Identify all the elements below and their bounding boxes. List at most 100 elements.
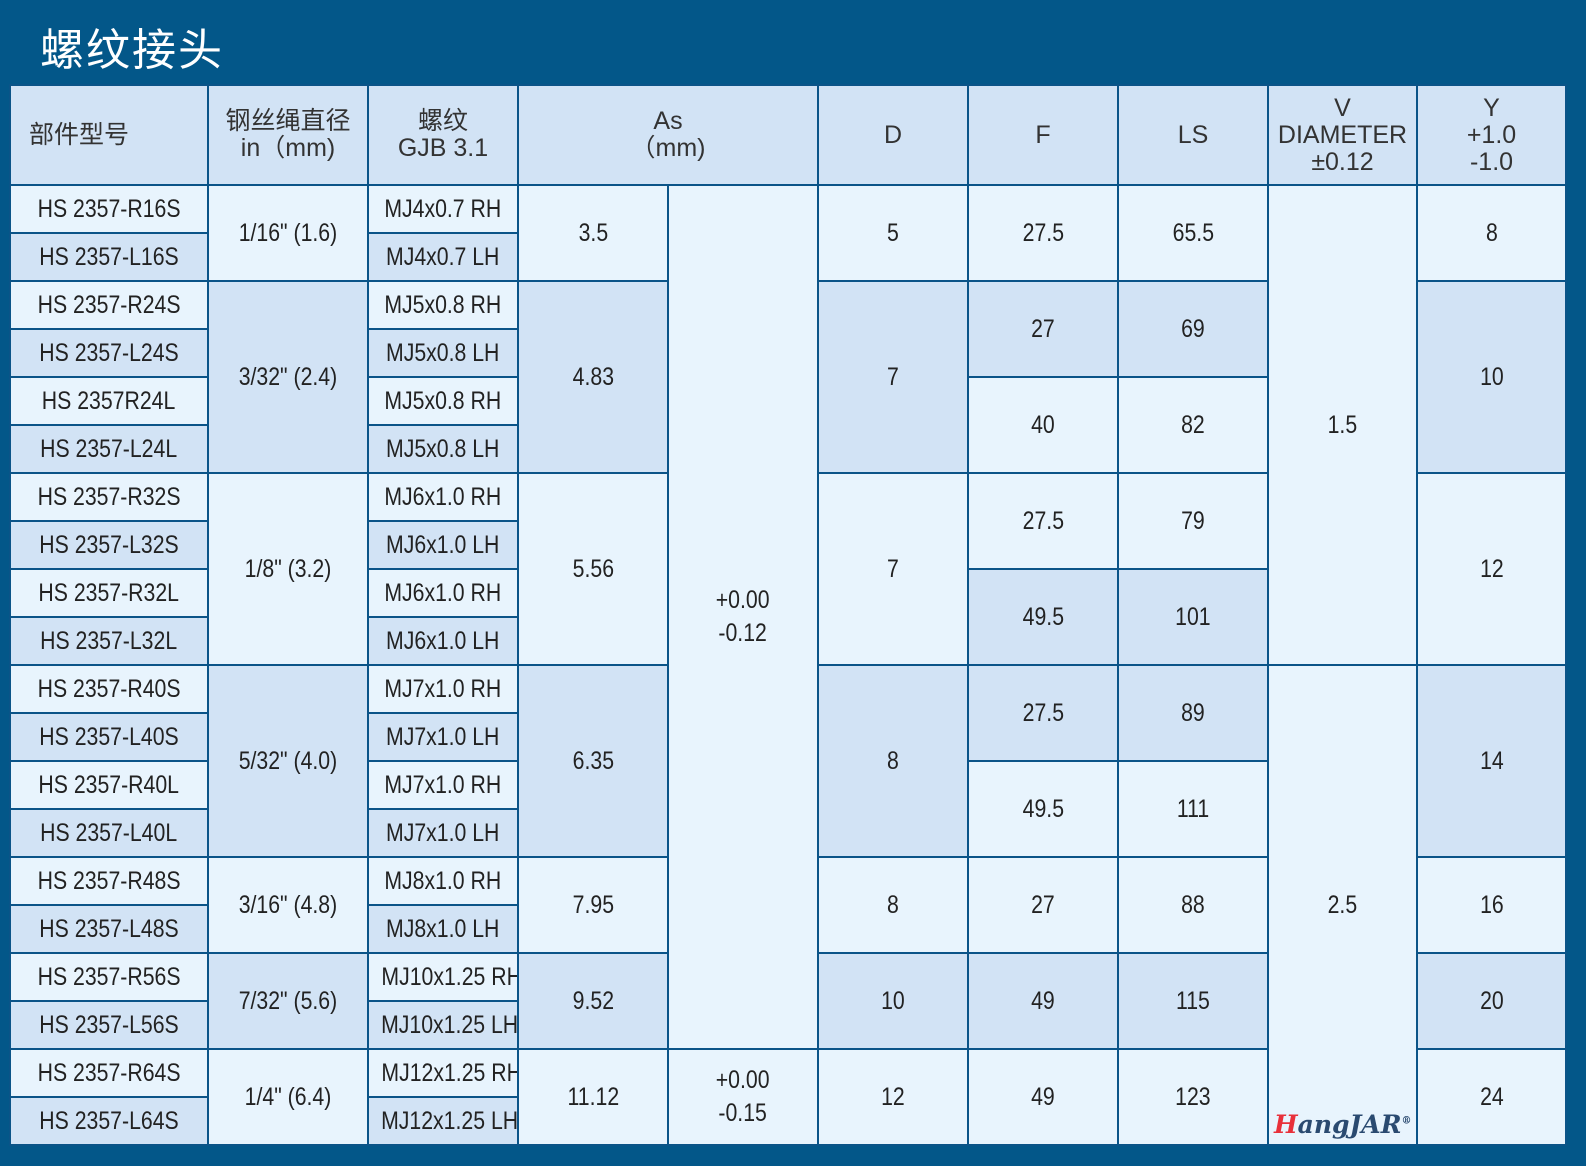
thread-cell-text: MJ6x1.0 LH: [386, 626, 500, 655]
v-diameter-cell-text: 2.5: [1327, 890, 1358, 919]
hangjar-logo: HangJAR®: [1274, 1110, 1412, 1139]
f-cell-text: 27: [1031, 890, 1055, 919]
y-cell-text: 8: [1485, 218, 1498, 247]
part-number-cell-text: HS 2357-L24S: [39, 338, 179, 367]
thread-cell: MJ6x1.0 LH: [367, 616, 519, 666]
thread-cell-text: MJ5x0.8 RH: [384, 386, 502, 415]
thread-cell-text: MJ10x1.25 LH: [381, 1010, 518, 1039]
part-number-cell: HS 2357-R40L: [9, 760, 209, 810]
y-cell: 10: [1416, 280, 1568, 474]
f-cell-text: 49: [1031, 986, 1055, 1015]
f-cell: 49.5: [967, 568, 1120, 666]
ls-cell: 79: [1117, 472, 1270, 570]
thread-cell-text: MJ8x1.0 RH: [384, 866, 502, 895]
wire-rope-diameter-cell: 3/16" (4.8): [207, 856, 369, 954]
part-number-cell-text: HS 2357-L48S: [39, 914, 179, 943]
ls-cell-text: 88: [1181, 890, 1205, 919]
thread-cell: MJ5x0.8 RH: [367, 280, 519, 330]
as-cell: 4.83: [517, 280, 669, 474]
header-part-number: 部件型号: [9, 84, 209, 186]
thread-cell-text: MJ6x1.0 RH: [384, 578, 502, 607]
as-cell-text: 11.12: [567, 1082, 619, 1111]
f-cell-text: 40: [1031, 410, 1055, 439]
thread-cell: MJ7x1.0 LH: [367, 808, 519, 858]
d-cell-text: 7: [887, 554, 899, 583]
v-diameter-cell: 1.5: [1267, 184, 1419, 666]
table-row: HS 2357-L24L MJ5x0.8 LH: [9, 424, 1566, 474]
page-title: 螺纹接头: [40, 25, 224, 76]
part-number-cell-text: HS 2357-R56S: [37, 962, 181, 991]
header-wire-rope-diameter: 钢丝绳直径 in（mm): [207, 84, 369, 186]
thread-cell-text: MJ12x1.25 LH: [381, 1106, 518, 1135]
as-cell: 9.52: [517, 952, 669, 1050]
part-number-cell: HS 2357-R64S: [9, 1048, 209, 1098]
part-number-cell: HS 2357-R48S: [9, 856, 209, 906]
wire-rope-diameter-cell-text: 1/8" (3.2): [244, 554, 332, 583]
part-number-cell-text: HS 2357-R32S: [37, 482, 181, 511]
registered-mark: ®: [1401, 1115, 1412, 1127]
thread-cell: MJ4x0.7 RH: [367, 184, 519, 234]
thread-cell: MJ5x0.8 RH: [367, 376, 519, 426]
part-number-cell-text: HS 2357-L64S: [39, 1106, 179, 1135]
part-number-cell: HS 2357-L32L: [9, 616, 209, 666]
ls-cell-text: 115: [1176, 986, 1210, 1015]
thread-cell-text: MJ7x1.0 LH: [386, 722, 500, 751]
as-cell-text: 5.56: [572, 554, 614, 583]
part-number-cell: HS 2357-R56S: [9, 952, 209, 1002]
as-tolerance-cell-text: +0.00 -0.15: [716, 1066, 770, 1127]
y-cell-text: 20: [1479, 986, 1504, 1015]
thread-cell-text: MJ7x1.0 RH: [384, 674, 502, 703]
header-y: Y +1.0 -1.0: [1416, 84, 1568, 186]
thread-cell: MJ6x1.0 RH: [367, 568, 519, 618]
f-cell: 27.5: [967, 184, 1120, 282]
d-cell: 5: [817, 184, 970, 282]
table-row: HS 2357-L32L MJ6x1.0 LH: [9, 616, 1566, 666]
ls-cell: 123: [1117, 1048, 1270, 1146]
thread-cell: MJ7x1.0 LH: [367, 712, 519, 762]
ls-cell-text: 79: [1181, 506, 1205, 535]
d-cell-text: 5: [887, 218, 899, 247]
y-cell-text: 24: [1479, 1082, 1504, 1111]
v-diameter-cell: 2.5: [1267, 664, 1419, 1146]
thread-cell-text: MJ4x0.7 RH: [384, 194, 502, 223]
as-cell-text: 4.83: [572, 362, 614, 391]
header-d: D: [817, 84, 970, 186]
thread-cell: MJ7x1.0 RH: [367, 760, 519, 810]
f-cell: 27: [967, 856, 1120, 954]
thread-cell: MJ10x1.25 LH: [367, 1000, 519, 1050]
ls-cell: 111: [1117, 760, 1270, 858]
ls-cell: 115: [1117, 952, 1270, 1050]
thread-cell: MJ5x0.8 LH: [367, 328, 519, 378]
part-number-cell: HS 2357-L16S: [9, 232, 209, 282]
f-cell-text: 49.5: [1022, 794, 1064, 823]
y-cell: 8: [1416, 184, 1568, 282]
ls-cell-text: 111: [1176, 794, 1210, 823]
as-cell: 7.95: [517, 856, 669, 954]
wire-rope-diameter-cell-text: 3/16" (4.8): [238, 890, 338, 919]
header-thread: 螺纹 GJB 3.1: [367, 84, 519, 186]
thread-cell-text: MJ12x1.25 RH: [381, 1058, 518, 1087]
ls-cell: 88: [1117, 856, 1270, 954]
thread-cell: MJ7x1.0 RH: [367, 664, 519, 714]
thread-cell: MJ8x1.0 LH: [367, 904, 519, 954]
thread-cell: MJ6x1.0 LH: [367, 520, 519, 570]
ls-cell-text: 82: [1181, 410, 1205, 439]
part-number-cell: HS 2357-L40L: [9, 808, 209, 858]
as-cell-text: 9.52: [572, 986, 614, 1015]
thread-cell: MJ6x1.0 RH: [367, 472, 519, 522]
wire-rope-diameter-cell: 1/16" (1.6): [207, 184, 369, 282]
d-cell-text: 8: [887, 746, 899, 775]
thread-cell-text: MJ5x0.8 LH: [386, 434, 500, 463]
thread-cell-text: MJ5x0.8 LH: [386, 338, 500, 367]
thread-cell-text: MJ10x1.25 RH: [381, 962, 518, 991]
f-cell: 49: [967, 952, 1120, 1050]
table-row: HS 2357-R64S 1/4" (6.4) MJ12x1.25 RH 11.12 +…: [9, 1048, 1568, 1146]
part-number-cell: HS 2357-L40S: [9, 712, 209, 762]
y-cell: 24: [1416, 1048, 1568, 1146]
header-as: As （mm): [516, 84, 820, 186]
part-number-cell-text: HS 2357-R40S: [37, 674, 181, 703]
f-cell-text: 49: [1031, 1082, 1055, 1111]
d-cell: 8: [817, 856, 970, 954]
as-cell-text: 7.95: [572, 890, 614, 919]
as-cell: 6.35: [517, 664, 669, 858]
